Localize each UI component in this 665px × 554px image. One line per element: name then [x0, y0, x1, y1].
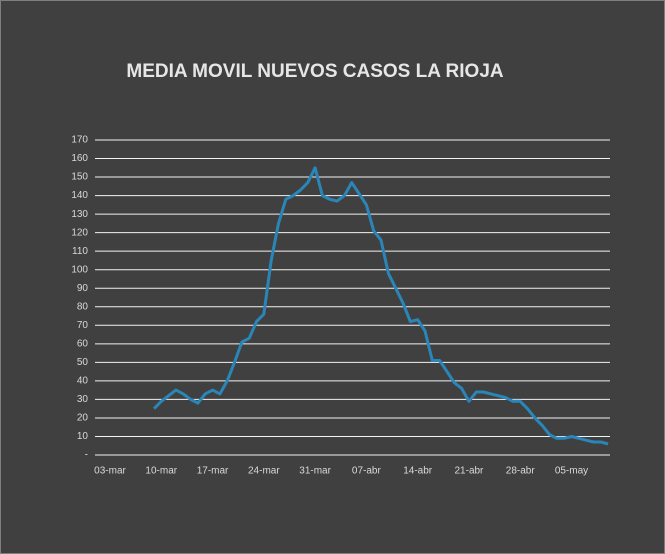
y-tick-label: 170 — [71, 135, 88, 146]
y-tick-label: 160 — [71, 153, 88, 164]
x-tick-label: 21-abr — [454, 466, 484, 477]
y-tick-label: 40 — [77, 376, 89, 387]
y-tick-label: 50 — [77, 357, 89, 368]
chart-title: MEDIA MOVIL NUEVOS CASOS LA RIOJA — [126, 61, 504, 82]
y-tick-label: 100 — [71, 264, 88, 275]
x-tick-label: 24-mar — [248, 466, 280, 477]
data-line — [152, 166, 609, 446]
x-tick-label: 31-mar — [299, 466, 331, 477]
y-tick-label: 10 — [77, 431, 89, 442]
x-tick-label: 03-mar — [94, 466, 126, 477]
y-tick-label: 120 — [71, 227, 88, 238]
y-tick-label: 110 — [72, 246, 88, 257]
x-tick-label: 07-abr — [352, 466, 382, 477]
x-tick-label: 28-abr — [506, 466, 536, 477]
x-tick-label: 05-may — [555, 466, 588, 477]
y-tick-label: 80 — [77, 301, 89, 312]
x-tick-label: 10-mar — [145, 466, 177, 477]
y-tick-label: 130 — [71, 209, 88, 220]
y-tick-label: 90 — [77, 283, 89, 294]
y-tick-label: 70 — [77, 320, 89, 331]
x-tick-label: 17-mar — [197, 466, 229, 477]
x-tick-label: 14-abr — [403, 466, 433, 477]
y-tick-label: 140 — [71, 190, 88, 201]
y-tick-label: 30 — [77, 394, 89, 405]
y-tick-label: - — [85, 450, 88, 461]
y-tick-label: 20 — [77, 413, 89, 424]
y-tick-label: 60 — [77, 338, 89, 349]
y-tick-label: 150 — [71, 172, 88, 183]
